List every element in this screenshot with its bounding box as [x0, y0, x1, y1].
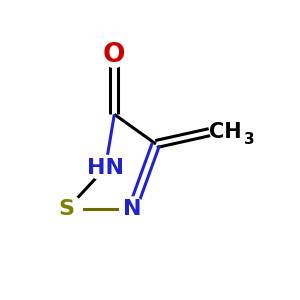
Ellipse shape	[120, 197, 145, 222]
Text: S: S	[59, 200, 75, 219]
Text: 3: 3	[244, 132, 254, 147]
Ellipse shape	[102, 42, 127, 68]
Text: N: N	[123, 200, 141, 219]
Ellipse shape	[88, 155, 123, 180]
Text: HN: HN	[87, 158, 124, 178]
Text: CH: CH	[209, 122, 242, 142]
Text: O: O	[103, 42, 126, 68]
Ellipse shape	[51, 194, 82, 225]
